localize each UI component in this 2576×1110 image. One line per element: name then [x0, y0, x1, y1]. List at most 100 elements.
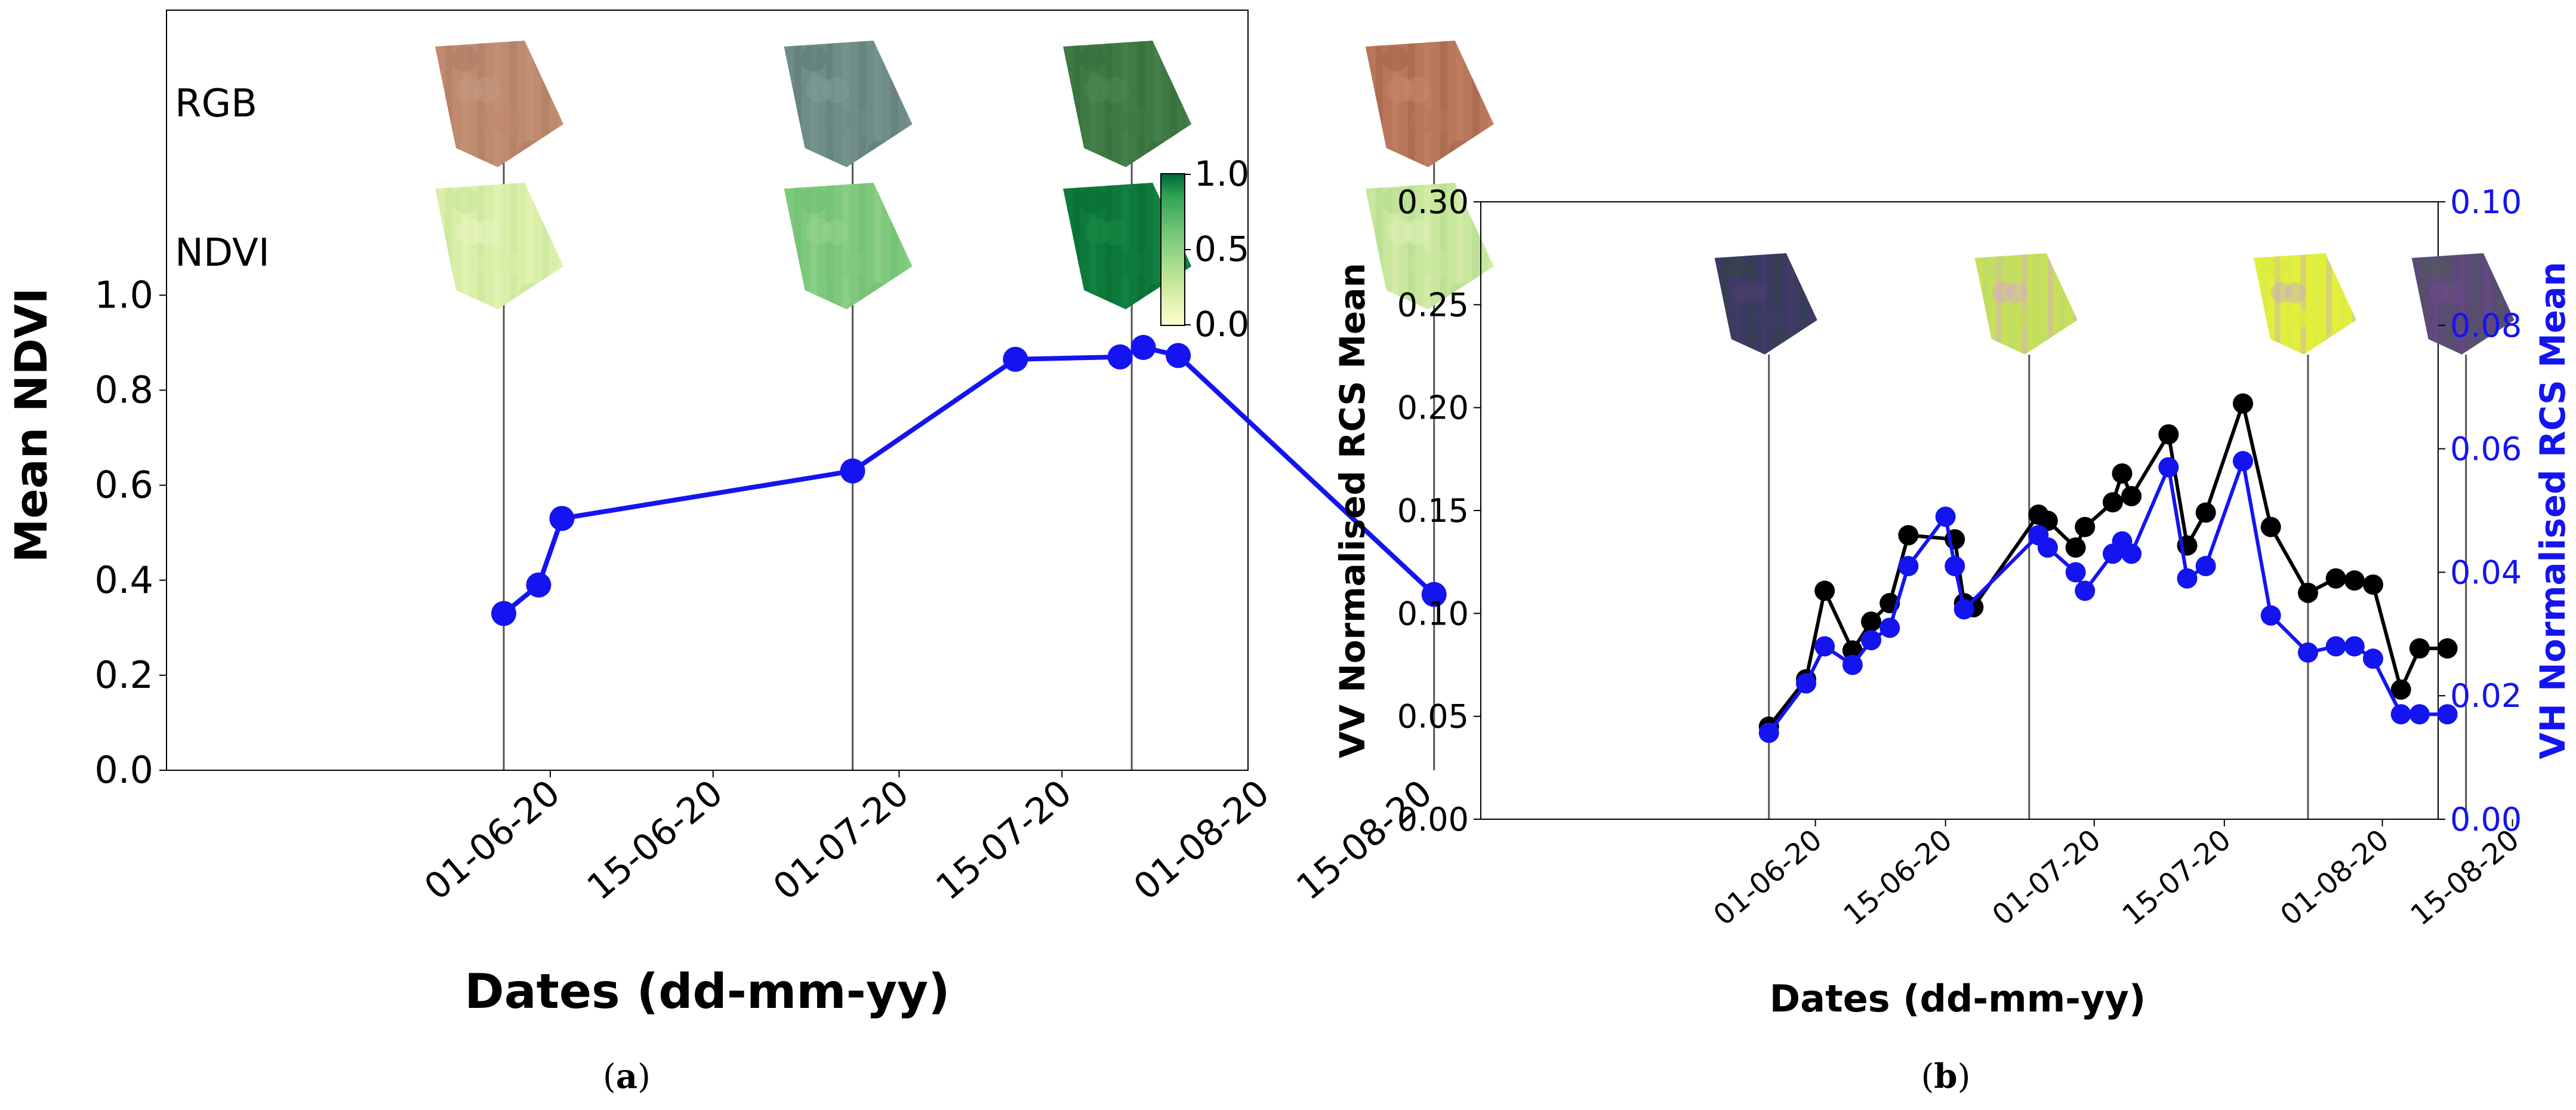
x-tick-label: 15-08-20 [1289, 772, 1440, 909]
vh-point [1879, 617, 1900, 638]
panel-b-thumbnails [1714, 253, 2515, 355]
panel-a-x-axis-label: Dates (dd-mm-yy) [464, 964, 950, 1019]
vh-point [1935, 506, 1956, 527]
panel-a-x-ticks: 01-06-20 15-06-20 01-07-20 15-07-20 01-08-20… [417, 770, 1440, 909]
ndvi-thumbnail-2-texture [784, 183, 913, 309]
sar-thumbnail-3 [2253, 253, 2356, 355]
vh-point [1861, 630, 1882, 651]
x-tick-label: 01-07-20 [766, 772, 917, 909]
sar-thumbnail-1-texture [1714, 253, 1817, 355]
y-tick-label-right: 0.08 [2450, 307, 2522, 345]
y-tick-label: 0.10 [1397, 595, 1469, 632]
ndvi-point [1107, 344, 1133, 370]
x-tick-label: 15-07-20 [2116, 823, 2238, 932]
ndvi-point [1166, 343, 1191, 368]
colorbar-tick-label: 0.0 [1194, 304, 1249, 345]
ndvi-point [1003, 346, 1028, 372]
vv-point [2075, 516, 2096, 537]
vv-point [1898, 525, 1919, 546]
vv-point [2232, 393, 2253, 414]
vh-point [1953, 599, 1974, 620]
vv-point [2325, 568, 2346, 589]
ndvi-point [1130, 334, 1156, 360]
vh-point [2297, 642, 2318, 663]
vh-point [2037, 537, 2058, 558]
vv-point [2037, 511, 2058, 531]
panel-a-caption: (a) [603, 1057, 651, 1096]
rgb-thumbnail-2-texture [784, 41, 913, 167]
vv-point [2158, 424, 2179, 445]
vv-point [1861, 611, 1882, 632]
sar-thumbnail-3-texture [2253, 253, 2356, 355]
x-tick-label: 01-07-20 [1986, 823, 2107, 932]
vv-point [2390, 679, 2411, 700]
ndvi-thumbnail-1 [435, 183, 564, 309]
vh-point [2232, 451, 2253, 472]
rgb-thumbnail-1 [435, 41, 564, 167]
colorbar-gradient [1160, 173, 1185, 326]
vh-point [2260, 605, 2281, 626]
rgb-thumbnail-3-texture [1063, 41, 1192, 167]
vh-series [1758, 451, 2458, 743]
vv-point [2362, 574, 2383, 595]
y-tick-label: 0.6 [94, 463, 153, 507]
ndvi-point [526, 572, 551, 598]
y-tick-label: 0.25 [1397, 286, 1469, 324]
vv-point [2409, 638, 2430, 659]
x-tick-label: 15-06-20 [580, 772, 731, 909]
y-tick-label-right: 0.06 [2450, 431, 2522, 468]
vh-point [2409, 704, 2430, 725]
vv-line [1767, 396, 2448, 728]
vh-point [1842, 654, 1863, 675]
vv-point [2297, 582, 2318, 603]
y-tick-label-right: 0.00 [2450, 801, 2522, 838]
panel-a-y-axis-label: Mean NDVI [6, 288, 57, 562]
rgb-thumbnail-3 [1063, 41, 1192, 167]
sar-thumbnail-2 [1974, 253, 2078, 355]
y-tick-label: 0.20 [1397, 389, 1469, 427]
y-tick-label: 0.15 [1397, 492, 1469, 530]
vh-point [2065, 562, 2086, 583]
y-tick-label: 0.2 [94, 653, 153, 697]
vv-point [2102, 492, 2123, 513]
x-tick-label: 15-07-20 [928, 772, 1080, 909]
vh-point [2390, 704, 2411, 725]
vh-point [1898, 556, 1919, 577]
panel-b-right-y-axis-label: VH Normalised RCS Mean [2532, 262, 2573, 759]
vh-point [2362, 648, 2383, 669]
vv-series [1758, 393, 2458, 737]
vh-point [2177, 568, 2198, 589]
vv-point [2065, 537, 2086, 558]
ndvi-point [491, 601, 517, 626]
ndvi-series [491, 334, 1447, 626]
y-tick-label-right: 0.02 [2450, 677, 2522, 715]
x-tick-label: 01-06-20 [417, 772, 568, 909]
ndvi-thumbnail-1-texture [435, 183, 564, 309]
vv-point [2344, 570, 2365, 591]
ndvi-row-label: NDVI [175, 231, 270, 275]
vh-point [1758, 722, 1779, 743]
rgb-thumbnail-4-texture [1365, 41, 1494, 167]
panel-b-left-y-axis-label: VV Normalised RCS Mean [1332, 263, 1373, 758]
sar-thumbnail-1 [1714, 253, 1817, 355]
ndvi-point [1421, 582, 1447, 607]
vh-point [1814, 636, 1835, 657]
y-tick-label-right: 0.04 [2450, 554, 2522, 591]
ndvi-colorbar: 1.0 0.5 0.0 [1160, 153, 1249, 345]
vh-point [2121, 543, 2142, 564]
panel-b-caption: (b) [1921, 1057, 1971, 1096]
rgb-thumbnail-4 [1365, 41, 1494, 167]
vv-point [2112, 463, 2133, 484]
vh-point [1945, 556, 1965, 577]
vh-point [2195, 556, 2216, 577]
rgb-thumbnail-1-texture [435, 41, 564, 167]
panel-b-right-y-ticks: 0.00 0.02 0.04 0.06 0.08 0.10 [2438, 183, 2522, 838]
ndvi-point [840, 458, 865, 484]
panel-b-x-axis-label: Dates (dd-mm-yy) [1770, 977, 2146, 1020]
y-tick-label: 0.8 [94, 368, 153, 412]
sar-thumbnail-2-texture [1974, 253, 2078, 355]
vh-point [2325, 636, 2346, 657]
x-tick-label: 01-08-20 [1126, 772, 1278, 909]
ndvi-thumbnail-2 [784, 183, 913, 309]
